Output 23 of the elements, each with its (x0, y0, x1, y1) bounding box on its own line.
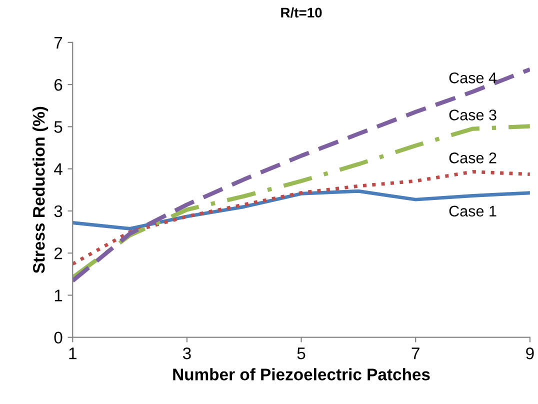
x-tick-label: 9 (526, 348, 534, 360)
series-label: Case 2 (449, 152, 496, 164)
y-tick-label: 7 (54, 36, 62, 48)
y-tick-label: 2 (54, 247, 62, 260)
y-tick-label: 6 (54, 78, 62, 91)
line-series (72, 67, 530, 283)
y-axis-title: Stress Reduction (%) (32, 106, 48, 274)
x-tick-label: 5 (297, 348, 306, 360)
series-label: Case 4 (449, 72, 497, 84)
series-label: Case 3 (449, 110, 496, 120)
x-tick-label: 7 (412, 348, 420, 360)
chart-title: R/t=10 (281, 7, 322, 18)
series-label: Case 1 (449, 206, 496, 217)
x-tick-label: 1 (69, 348, 76, 360)
y-tick-label: 0 (54, 332, 62, 344)
line-series (72, 170, 530, 266)
y-tick-label: 5 (54, 121, 62, 133)
y-tick-label: 3 (54, 205, 62, 218)
x-axis-title: Number of Piezoelectric Patches (173, 368, 430, 380)
x-tick-label: 3 (182, 348, 191, 360)
y-tick-label: 1 (54, 290, 62, 302)
line-series (72, 124, 530, 280)
y-tick-label: 4 (54, 163, 62, 175)
